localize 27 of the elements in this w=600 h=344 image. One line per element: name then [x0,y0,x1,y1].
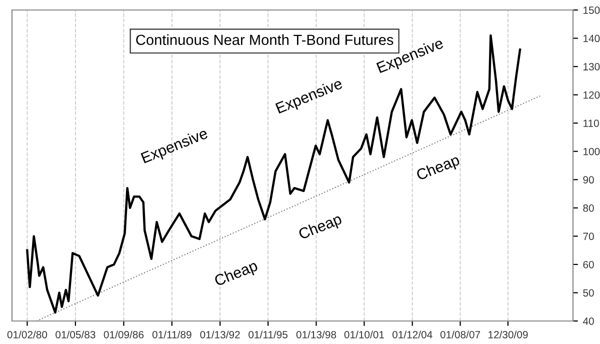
x-tick-label: 01/11/89 [152,330,192,338]
x-tick-label: 01/13/98 [296,330,336,338]
x-tick-label: 01/09/86 [104,330,144,338]
y-tick-label: 70 [583,232,594,240]
y-tick-label: 140 [584,34,600,42]
y-tick-label: 110 [584,120,599,127]
y-tick-label: 80 [583,204,594,212]
y-tick-label: 90 [583,176,594,184]
y-tick-label: 50 [583,289,594,297]
x-tick-label: 01/12/04 [392,330,432,338]
x-tick-label: 12/30/09 [488,330,528,338]
y-tick-label: 130 [584,63,600,70]
y-tick-label: 120 [584,91,600,99]
y-tick-label: 40 [582,318,594,325]
y-tick-label: 150 [584,6,600,14]
line-series [26,34,522,314]
x-tick-label: 01/02/80 [7,330,48,338]
x-tick-label: 01/10/01 [344,330,384,338]
x-tick-label: 01/11/95 [248,330,288,338]
annotation: Cheap [214,260,260,290]
annotation: Cheap [298,212,344,242]
y-tick-label: 100 [584,148,600,156]
x-tick-label: 01/08/07 [440,330,480,338]
annotation: Cheap [416,154,462,184]
x-tick-label: 01/13/92 [200,330,240,338]
x-tick-label: 01/05/83 [56,330,96,338]
y-tick-label: 60 [583,260,594,268]
